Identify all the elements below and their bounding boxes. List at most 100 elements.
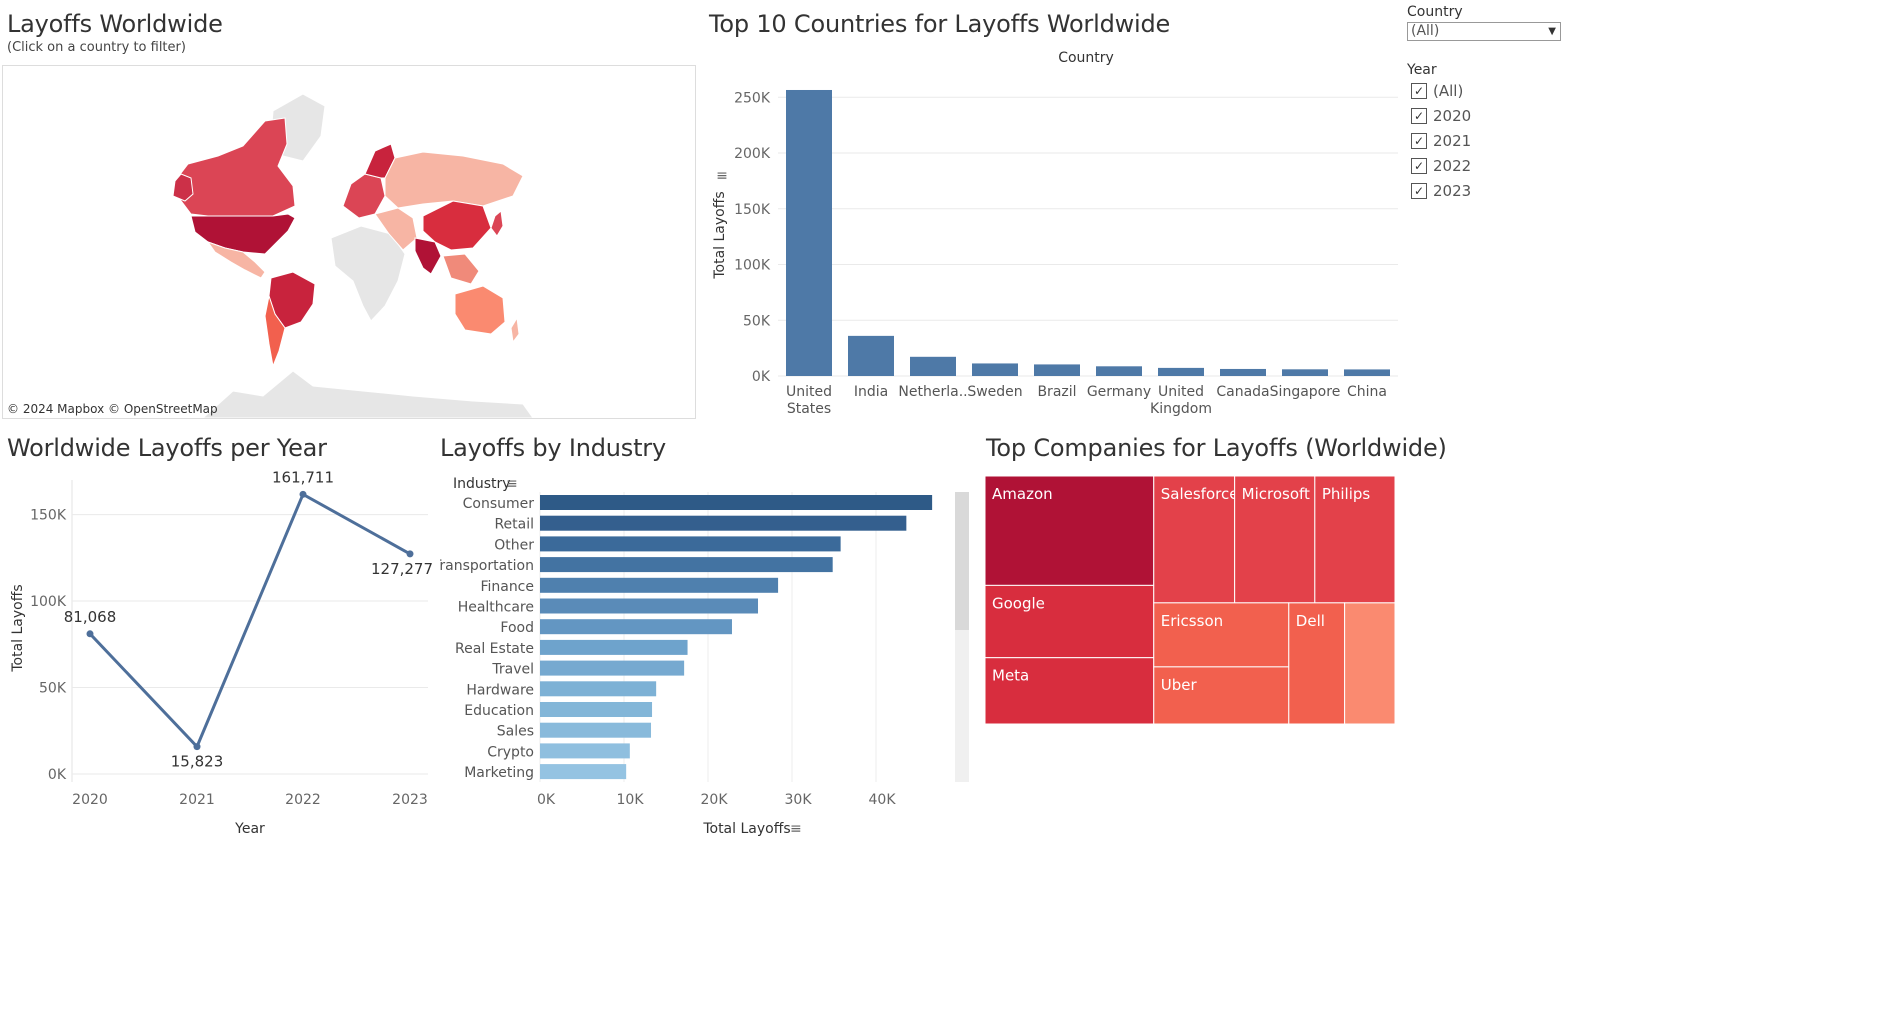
bar-consumer[interactable] — [540, 495, 933, 510]
bar-transportation[interactable] — [540, 557, 833, 573]
year-option-3[interactable]: ✓ 2022 — [1411, 153, 1471, 178]
checkbox-icon[interactable]: ✓ — [1411, 82, 1427, 99]
x-tick-label: China — [1347, 384, 1387, 400]
series-line[interactable] — [88, 492, 411, 750]
map-europe[interactable] — [342, 173, 386, 219]
country-filter-dropdown[interactable]: (All) ▼ — [1407, 22, 1561, 41]
bar-united-states[interactable] — [786, 89, 832, 376]
map-title: Layoffs Worldwide — [7, 10, 223, 38]
map-india[interactable] — [414, 237, 442, 275]
bar-china[interactable] — [1344, 369, 1390, 376]
tile-amazon[interactable] — [985, 476, 1155, 586]
industry-chart: Industry ≡ Total Layoffs ≡ 0K 10K 20K 30K 40… — [440, 476, 969, 837]
tile-ericsson[interactable] — [1153, 602, 1290, 668]
bar-sales[interactable] — [540, 722, 652, 738]
y-tick-label: Travel — [491, 662, 534, 678]
x-tick-label: United — [1158, 384, 1204, 400]
map-antarctica[interactable] — [202, 370, 534, 418]
y-tick-label: 100K — [734, 258, 771, 274]
y-tick-label: Crypto — [487, 744, 534, 760]
data-point[interactable] — [193, 743, 201, 751]
x-tick-label: 40K — [869, 792, 897, 808]
year-option-2[interactable]: ✓ 2021 — [1411, 128, 1471, 153]
tile-philips[interactable] — [1314, 476, 1396, 604]
checkbox-icon[interactable]: ✓ — [1411, 157, 1427, 174]
data-point[interactable] — [86, 630, 94, 638]
year-option-4[interactable]: ✓ 2023 — [1411, 178, 1471, 203]
tile-microsoft[interactable] — [1234, 476, 1316, 604]
tile-uber[interactable] — [1153, 666, 1290, 725]
x-tick-label: 2020 — [72, 792, 108, 808]
map-mexico[interactable] — [206, 241, 266, 279]
x-tick-label: Canada — [1216, 384, 1269, 400]
data-point[interactable] — [406, 550, 414, 558]
map-africa[interactable] — [330, 225, 406, 322]
checkbox-icon[interactable]: ✓ — [1411, 182, 1427, 199]
checkbox-icon[interactable]: ✓ — [1411, 132, 1427, 149]
industry-sort-icon[interactable]: ≡ — [506, 476, 518, 492]
x-tick-label: 10K — [617, 792, 645, 808]
tile-dell[interactable] — [1288, 602, 1346, 725]
bar-education[interactable] — [540, 702, 653, 717]
map-china[interactable] — [422, 200, 492, 251]
map-russia[interactable] — [384, 151, 524, 209]
map-south-america-south[interactable] — [264, 294, 286, 368]
map-usa[interactable] — [190, 213, 296, 255]
bar-crypto[interactable] — [540, 743, 630, 759]
map-alaska[interactable] — [172, 173, 194, 202]
tile-label: Salesforce — [1161, 485, 1239, 503]
bar-germany[interactable] — [1096, 366, 1142, 376]
map-canada[interactable] — [174, 117, 296, 217]
bar-real-estate[interactable] — [540, 639, 688, 655]
y-tick-label: Marketing — [464, 765, 534, 781]
y-tick-label: Other — [494, 537, 534, 553]
year-option-0[interactable]: ✓ (All) — [1411, 78, 1471, 103]
year-option-1[interactable]: ✓ 2020 — [1411, 103, 1471, 128]
bar-united-kingdom[interactable] — [1158, 367, 1204, 376]
bar-netherla-[interactable] — [910, 356, 956, 376]
x-tick-label: United — [786, 384, 832, 400]
industry-xlabel: Total Layoffs — [702, 821, 790, 837]
bar-singapore[interactable] — [1282, 369, 1328, 376]
bar-sweden[interactable] — [972, 363, 1018, 376]
map-se-asia[interactable] — [442, 253, 480, 285]
bar-travel[interactable] — [540, 660, 685, 676]
map-new-zealand[interactable] — [510, 316, 520, 344]
x-tick-label: 2023 — [392, 792, 428, 808]
map-australia[interactable] — [454, 285, 506, 335]
bar-canada[interactable] — [1220, 368, 1266, 376]
y-tick-label: Transportation — [440, 558, 534, 574]
bar-finance[interactable] — [540, 577, 779, 593]
y-tick-label: Healthcare — [458, 600, 534, 616]
checkbox-icon[interactable]: ✓ — [1411, 107, 1427, 124]
bar-retail[interactable] — [540, 515, 907, 531]
companies-treemap: Amazon Google Meta Salesforce Microsoft Phili… — [985, 476, 1396, 725]
bar-brazil[interactable] — [1034, 364, 1080, 376]
world-map[interactable]: © 2024 Mapbox © OpenStreetMap — [2, 65, 696, 419]
sort-icon[interactable]: ≡ — [716, 168, 728, 184]
x-tick-label: 2022 — [285, 792, 321, 808]
map-japan[interactable] — [490, 210, 504, 237]
bar-india[interactable] — [848, 335, 894, 376]
industry-scrollbar-thumb[interactable] — [955, 492, 969, 630]
tile-other[interactable] — [1344, 602, 1396, 725]
bar-other[interactable] — [540, 536, 841, 552]
x-tick-label: Singapore — [1270, 384, 1341, 400]
y-tick-label: Real Estate — [455, 641, 534, 657]
data-point[interactable] — [299, 490, 307, 498]
tile-label: Amazon — [992, 485, 1053, 503]
x-tick-label: Kingdom — [1150, 401, 1212, 417]
top-countries-title: Top 10 Countries for Layoffs Worldwide — [709, 10, 1171, 38]
tile-salesforce[interactable] — [1153, 476, 1236, 604]
y-tick-label: Food — [500, 620, 534, 636]
tile-label: Philips — [1322, 485, 1371, 503]
tile-label: Google — [992, 594, 1045, 612]
bar-marketing[interactable] — [540, 764, 627, 780]
bar-hardware[interactable] — [540, 681, 657, 697]
bar-healthcare[interactable] — [540, 598, 759, 614]
industry-xlabel-sort-icon[interactable]: ≡ — [790, 821, 802, 837]
tile-meta[interactable] — [985, 657, 1155, 725]
per-year-title: Worldwide Layoffs per Year — [7, 434, 327, 462]
bar-food[interactable] — [540, 619, 732, 635]
year-option-label: 2020 — [1433, 106, 1472, 125]
